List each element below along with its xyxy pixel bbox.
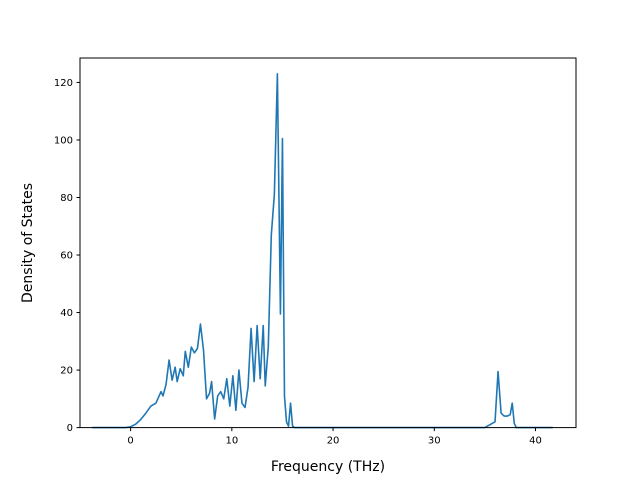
x-axis-title: Frequency (THz) [271, 459, 385, 475]
y-axis-ticks: 0 20 40 60 80 100 120 [54, 78, 80, 434]
y-tick-label: 20 [60, 366, 73, 377]
y-axis-title: Density of States [20, 183, 36, 303]
y-tick-label: 40 [60, 308, 73, 319]
y-tick-label: 60 [60, 251, 73, 262]
y-tick-label: 120 [54, 78, 73, 89]
y-tick-label: 100 [54, 136, 73, 147]
x-tick-label: 40 [529, 436, 542, 447]
axes-frame [79, 57, 577, 429]
x-tick-label: 10 [225, 436, 238, 447]
x-axis-ticks: 0 10 20 30 40 [127, 427, 542, 447]
x-tick-label: 20 [327, 436, 340, 447]
y-tick-label: 0 [67, 423, 73, 434]
x-tick-label: 0 [127, 436, 133, 447]
y-tick-label: 80 [60, 193, 73, 204]
x-tick-label: 30 [428, 436, 441, 447]
